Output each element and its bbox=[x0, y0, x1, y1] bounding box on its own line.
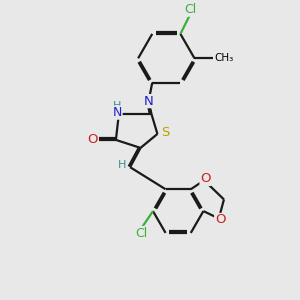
Text: O: O bbox=[215, 214, 225, 226]
Text: H: H bbox=[118, 160, 126, 170]
Text: O: O bbox=[200, 172, 211, 185]
Text: Cl: Cl bbox=[185, 3, 197, 16]
Text: Cl: Cl bbox=[135, 226, 147, 239]
Text: CH₃: CH₃ bbox=[214, 53, 234, 63]
Text: H: H bbox=[113, 101, 122, 111]
Text: N: N bbox=[144, 94, 154, 108]
Text: O: O bbox=[87, 134, 98, 146]
Text: S: S bbox=[161, 126, 170, 139]
Text: N: N bbox=[113, 106, 122, 119]
